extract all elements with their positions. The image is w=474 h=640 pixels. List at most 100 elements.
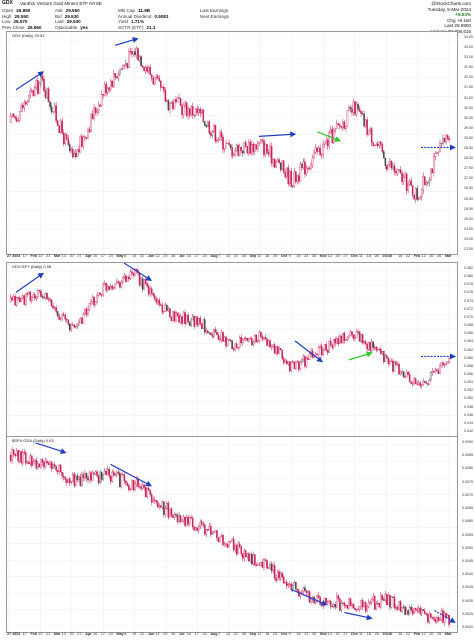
- candle-body: [296, 588, 299, 591]
- candle-body: [32, 90, 35, 96]
- candle-body: [129, 489, 132, 491]
- candle-body: [88, 129, 91, 132]
- candle-body: [179, 98, 182, 106]
- candle-body: [425, 382, 428, 384]
- candle-body: [15, 297, 18, 306]
- candle-body: [404, 173, 406, 178]
- candle-body: [234, 343, 236, 350]
- candle-body: [405, 173, 408, 191]
- candle-body: [257, 564, 259, 566]
- candle-body: [226, 544, 229, 548]
- candle-body: [187, 516, 189, 525]
- candle-body: [153, 295, 156, 299]
- candle-body: [143, 484, 145, 488]
- candle-body: [12, 449, 15, 455]
- candle-body: [348, 107, 350, 111]
- candle-body: [387, 164, 390, 170]
- candle-body: [427, 383, 429, 385]
- candle-body: [191, 315, 194, 321]
- candle-body: [410, 180, 412, 186]
- candle-body: [197, 526, 200, 531]
- candle-body: [378, 348, 381, 350]
- axis-tick-label: 32.50: [464, 65, 473, 70]
- candle-body: [102, 474, 104, 480]
- candle-body: [79, 318, 82, 323]
- candle-body: [87, 308, 89, 315]
- x-tick-label: 22: [405, 254, 410, 258]
- candle-body: [270, 564, 273, 572]
- candle-body: [231, 340, 233, 349]
- spx-ratio-panel[interactable]: $SPX:GDX (Daily) 0.03: [6, 436, 458, 633]
- axis-tick-label: 0.0065: [462, 506, 473, 511]
- candle-body: [116, 471, 118, 475]
- candle-body: [109, 285, 112, 290]
- candle-body: [293, 582, 296, 586]
- candle-body: [376, 603, 379, 604]
- candle-body: [235, 144, 238, 151]
- candle-body: [299, 163, 302, 182]
- candle-body: [354, 337, 356, 339]
- candle-body: [238, 147, 241, 156]
- candle-body: [392, 360, 394, 372]
- candle-body: [144, 67, 147, 71]
- candle-body: [401, 172, 403, 183]
- ratio-panel[interactable]: GDX:SPY (Daily) 0.06: [6, 262, 458, 437]
- candle-body: [284, 582, 286, 584]
- candle-body: [144, 487, 147, 498]
- candle-body: [114, 474, 117, 476]
- x-tick-label: 15: [132, 632, 137, 636]
- x-tick-label: 13: [38, 254, 43, 258]
- candle-body: [342, 602, 344, 604]
- candle-body: [112, 73, 115, 87]
- candle-body: [311, 157, 314, 166]
- candle-body: [326, 601, 329, 603]
- candle-body: [422, 381, 425, 385]
- price-panel[interactable]: GDX (Daily) 29.53: [6, 31, 458, 255]
- candle-body: [272, 159, 274, 164]
- candle-body: [194, 527, 197, 531]
- candle-body: [349, 107, 352, 109]
- candle-body: [342, 121, 344, 128]
- candle-body: [197, 108, 200, 113]
- candle-body: [64, 315, 66, 320]
- candle-body: [305, 167, 308, 175]
- candle-body: [229, 144, 232, 148]
- quote-value: 1.71%: [131, 19, 145, 25]
- candle-body: [284, 360, 286, 363]
- candle-body: [445, 135, 447, 143]
- x-tick-label: Dec: [351, 254, 358, 258]
- candle-body: [166, 503, 168, 509]
- candle-body: [32, 294, 35, 298]
- candle-body: [267, 152, 270, 155]
- candle-body: [217, 537, 220, 542]
- candle-body: [332, 339, 335, 348]
- blue-trend-arrow: [344, 611, 373, 621]
- candle-body: [395, 606, 397, 609]
- x-tick-label: 10: [93, 632, 98, 636]
- candle-body: [52, 464, 54, 469]
- candle-body: [204, 319, 206, 333]
- candle-body: [200, 109, 203, 114]
- candle-body: [386, 594, 388, 606]
- candle-body: [175, 99, 177, 102]
- candle-body: [326, 139, 329, 147]
- candle-body: [343, 121, 346, 129]
- candle-body: [383, 350, 385, 362]
- candle-body: [288, 171, 291, 184]
- candle-body: [243, 550, 246, 559]
- candle-body: [182, 104, 185, 115]
- candle-body: [257, 340, 259, 343]
- x-tick-label: 11: [257, 632, 262, 636]
- candle-body: [373, 595, 376, 610]
- candle-body: [279, 348, 282, 351]
- x-tick-label: 12: [421, 632, 426, 636]
- candle-body: [307, 167, 309, 170]
- candle-body: [102, 284, 104, 296]
- candle-body: [396, 169, 399, 174]
- candle-body: [337, 338, 340, 344]
- candle-body: [254, 144, 256, 152]
- candle-body: [252, 144, 255, 152]
- candle-body: [375, 346, 378, 351]
- candle-body: [411, 185, 414, 196]
- x-tick-label: 2024: [382, 632, 391, 636]
